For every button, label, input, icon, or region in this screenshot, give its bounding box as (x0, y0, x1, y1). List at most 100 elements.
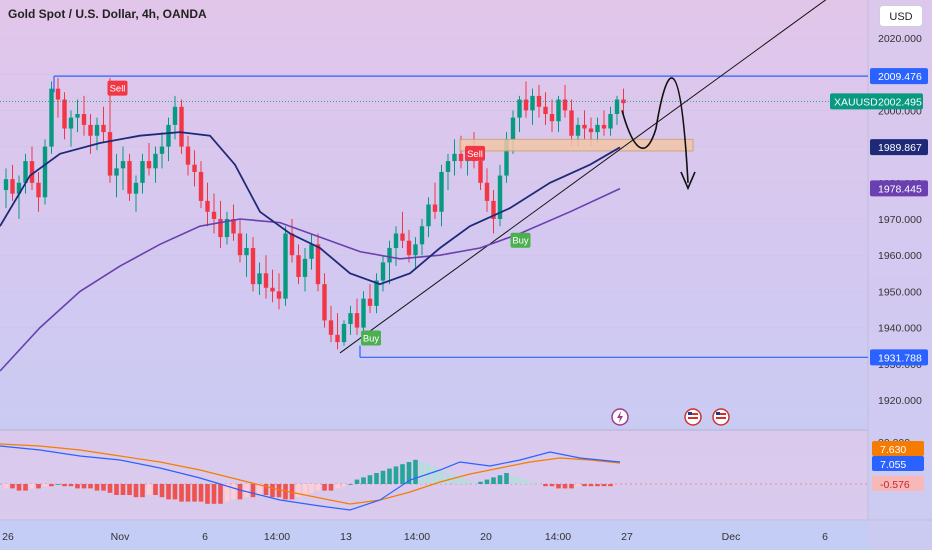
candle-body (413, 244, 418, 256)
price-axis[interactable]: 2020.0002010.0002000.0001990.0001980.000… (830, 33, 928, 407)
ma-slow-label: 1978.445 (878, 183, 922, 195)
candle-body (458, 153, 464, 162)
candle-body (231, 219, 236, 234)
time-tick: 27 (621, 531, 633, 543)
time-tick: 14:00 (404, 531, 430, 543)
symbol-label: XAUUSD (834, 96, 878, 108)
support-line-label: 1931.788 (878, 352, 922, 364)
macd-histogram-bar (465, 479, 470, 484)
macd-histogram-bar (530, 481, 535, 484)
macd-histogram-bar (250, 484, 256, 498)
macd-histogram-bar (296, 484, 301, 498)
macd-histogram-bar (309, 484, 314, 493)
macd-histogram-bar (23, 484, 28, 491)
candle-body (374, 280, 379, 306)
candle-body (400, 233, 405, 241)
macd-histogram-bar (257, 484, 262, 495)
macd-histogram-bar (354, 479, 360, 484)
candle-body (55, 88, 61, 100)
macd-histogram-bar (471, 481, 477, 484)
macd-histogram-bar (432, 466, 438, 484)
grid (0, 37, 868, 401)
macd-histogram-bar (42, 484, 48, 487)
time-tick: 14:00 (264, 531, 290, 543)
macd-histogram-bar (94, 484, 100, 491)
candle-body (530, 95, 535, 111)
candle-body (439, 171, 444, 212)
candle-body (75, 114, 80, 118)
candle-body (582, 124, 587, 129)
demand-zone (459, 138, 694, 152)
macd-histogram-bar (159, 484, 165, 498)
macd-histogram-bar (595, 484, 600, 487)
macd-histogram-bar (120, 484, 126, 495)
candle-body (172, 106, 178, 125)
macd-histogram-bar (419, 462, 425, 484)
macd-histogram-bar (562, 484, 568, 489)
signal-buy-label: Buy (512, 236, 529, 247)
current-price-label: 2002.495 (878, 96, 922, 108)
macd-histogram-bar (341, 484, 347, 487)
macd-histogram-bar (107, 484, 113, 493)
macd-histogram-bar (543, 484, 548, 487)
candle-body (68, 117, 74, 129)
candle-body (621, 99, 626, 104)
macd-histogram-bar (101, 484, 106, 491)
time-tick: 26 (2, 531, 14, 543)
candle-body (146, 161, 152, 169)
macd-histogram-bar (315, 484, 321, 491)
signal-buy-label: Buy (363, 333, 380, 344)
candle-body (328, 320, 334, 335)
candle-body (198, 171, 204, 201)
candle-body (504, 139, 509, 176)
time-axis[interactable]: 26 Nov 6 14:00 13 14:00 20 14:00 27 Dec 6 (2, 531, 828, 543)
macd-histogram-bar (439, 470, 444, 484)
candle-body (445, 161, 451, 172)
macd-histogram-bar (62, 484, 67, 487)
candle-body (380, 262, 386, 281)
macd-histogram-bar (302, 484, 308, 495)
candle-body (42, 146, 48, 198)
candle-body (23, 161, 28, 183)
time-tick: 13 (340, 531, 352, 543)
currency-button[interactable]: USD (879, 5, 923, 27)
candle-body (562, 99, 568, 111)
symbol-price-tag (830, 93, 923, 110)
candle-body (10, 179, 15, 194)
macd-histogram-bar (393, 466, 399, 484)
signal-buy-tag (510, 232, 531, 248)
macd-histogram-bar (549, 484, 555, 487)
time-tick: 14:00 (545, 531, 571, 543)
macd-histogram-bar (211, 484, 217, 504)
candle-body (491, 200, 496, 219)
candle-body (322, 284, 327, 321)
macd-histogram-bar (140, 484, 145, 498)
macd-histogram-bar (88, 484, 93, 489)
macd-histogram-bar (224, 484, 230, 502)
candle-body (387, 247, 392, 263)
candle-body (179, 106, 184, 147)
macd-histogram-bar (400, 464, 405, 484)
price-tick: 1940.000 (878, 323, 922, 335)
ma-fast-line (0, 131, 621, 286)
candle-body (94, 124, 100, 136)
macd-histogram-bar (114, 484, 119, 495)
macd-histogram-bar (569, 484, 574, 489)
macd-histogram-bar (413, 459, 418, 484)
candle-body (354, 313, 360, 328)
candle-body (120, 161, 126, 169)
macd-histogram-bar (205, 484, 210, 504)
candle-body (536, 95, 542, 107)
price-tick: 1950.000 (878, 286, 922, 298)
price-tick: 2020.000 (878, 33, 922, 45)
candle-body (302, 258, 308, 277)
signal-sell-label: Sell (467, 149, 483, 160)
candle-body (315, 244, 321, 285)
candle-body (419, 226, 425, 245)
macd-histogram-bar (367, 475, 373, 484)
macd-histogram-bar (218, 484, 223, 504)
candle-body (192, 164, 197, 172)
ma-slow-tag (870, 180, 928, 197)
